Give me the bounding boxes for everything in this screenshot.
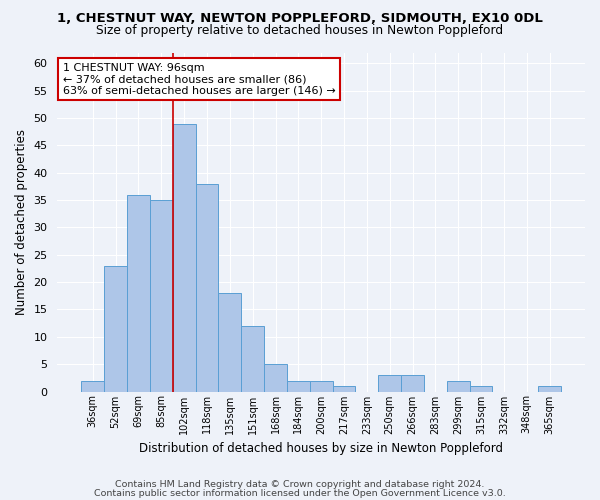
Bar — [332, 386, 355, 392]
Text: Contains public sector information licensed under the Open Government Licence v3: Contains public sector information licen… — [94, 489, 506, 498]
Bar — [470, 386, 493, 392]
Bar — [287, 380, 310, 392]
Bar — [264, 364, 287, 392]
X-axis label: Distribution of detached houses by size in Newton Poppleford: Distribution of detached houses by size … — [139, 442, 503, 455]
Bar — [104, 266, 127, 392]
Bar — [82, 380, 104, 392]
Bar — [310, 380, 332, 392]
Bar — [241, 326, 264, 392]
Bar — [538, 386, 561, 392]
Bar — [173, 124, 196, 392]
Y-axis label: Number of detached properties: Number of detached properties — [15, 129, 28, 315]
Bar — [447, 380, 470, 392]
Text: Contains HM Land Registry data © Crown copyright and database right 2024.: Contains HM Land Registry data © Crown c… — [115, 480, 485, 489]
Bar — [196, 184, 218, 392]
Bar — [218, 293, 241, 392]
Text: 1 CHESTNUT WAY: 96sqm
← 37% of detached houses are smaller (86)
63% of semi-deta: 1 CHESTNUT WAY: 96sqm ← 37% of detached … — [62, 62, 335, 96]
Bar — [150, 200, 173, 392]
Text: Size of property relative to detached houses in Newton Poppleford: Size of property relative to detached ho… — [97, 24, 503, 37]
Text: 1, CHESTNUT WAY, NEWTON POPPLEFORD, SIDMOUTH, EX10 0DL: 1, CHESTNUT WAY, NEWTON POPPLEFORD, SIDM… — [57, 12, 543, 26]
Bar — [379, 375, 401, 392]
Bar — [127, 194, 150, 392]
Bar — [401, 375, 424, 392]
